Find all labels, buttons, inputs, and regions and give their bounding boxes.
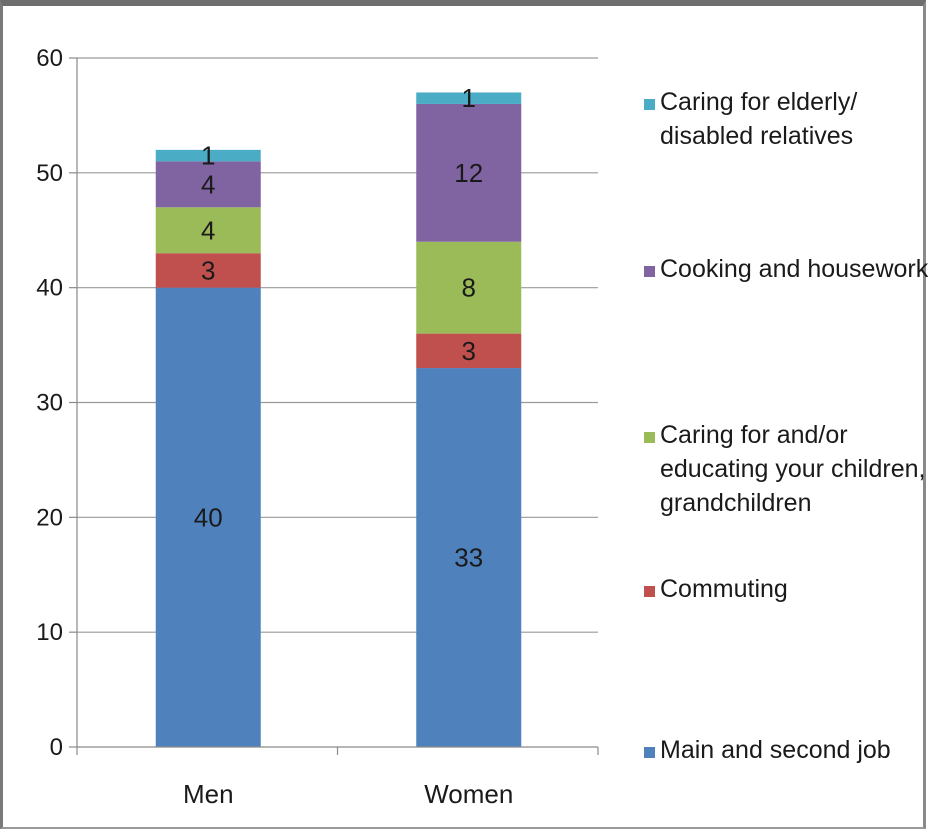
- y-tick-label: 50: [36, 160, 63, 187]
- data-label: 4: [201, 215, 215, 245]
- bar-segment: [155, 287, 261, 747]
- data-label: 1: [201, 141, 215, 171]
- x-category-label: Women: [424, 779, 513, 809]
- data-label: 3: [201, 255, 215, 285]
- bar-segment: [155, 207, 261, 254]
- data-label: 1: [462, 83, 476, 113]
- y-tick-label: 10: [36, 619, 63, 646]
- bar-segment: [155, 253, 261, 288]
- bar-segment: [416, 103, 522, 242]
- bar-segment: [416, 333, 522, 369]
- data-label: 40: [194, 502, 223, 532]
- bar-segment: [155, 149, 261, 162]
- legend-label: Cooking and housework: [660, 255, 929, 283]
- legend: Caring for elderly/disabled relatives Coo…: [644, 88, 929, 764]
- y-tick-label: 20: [36, 504, 63, 531]
- data-label: 33: [454, 543, 483, 573]
- x-category-label: Men: [183, 779, 234, 809]
- data-label: 12: [454, 158, 483, 188]
- legend-label: Caring for and/or educating your children…: [660, 421, 925, 517]
- bar-segment: [416, 241, 522, 334]
- legend-label: Commuting: [660, 575, 788, 603]
- legend-swatch: [644, 99, 655, 110]
- x-axis: Men Women: [76, 746, 599, 809]
- y-tick-label: 0: [50, 734, 63, 761]
- bar-segment: [416, 92, 522, 104]
- y-tick-label: 40: [36, 275, 63, 302]
- legend-swatch: [644, 432, 655, 443]
- legend-label: Caring for elderly/disabled relatives: [660, 88, 857, 150]
- y-tick-label: 60: [36, 45, 63, 72]
- data-label: 8: [462, 273, 476, 303]
- data-label: 4: [201, 169, 215, 199]
- legend-swatch: [644, 586, 655, 597]
- y-axis: 0 10 20 30 40 50 60: [36, 45, 78, 761]
- legend-label: Main and second job: [660, 736, 891, 764]
- legend-swatch: [644, 266, 655, 277]
- bar-segment: [416, 368, 522, 747]
- bar-segment: [155, 161, 261, 208]
- data-label: 3: [462, 336, 476, 366]
- legend-swatch: [644, 747, 655, 758]
- y-tick-label: 30: [36, 390, 63, 417]
